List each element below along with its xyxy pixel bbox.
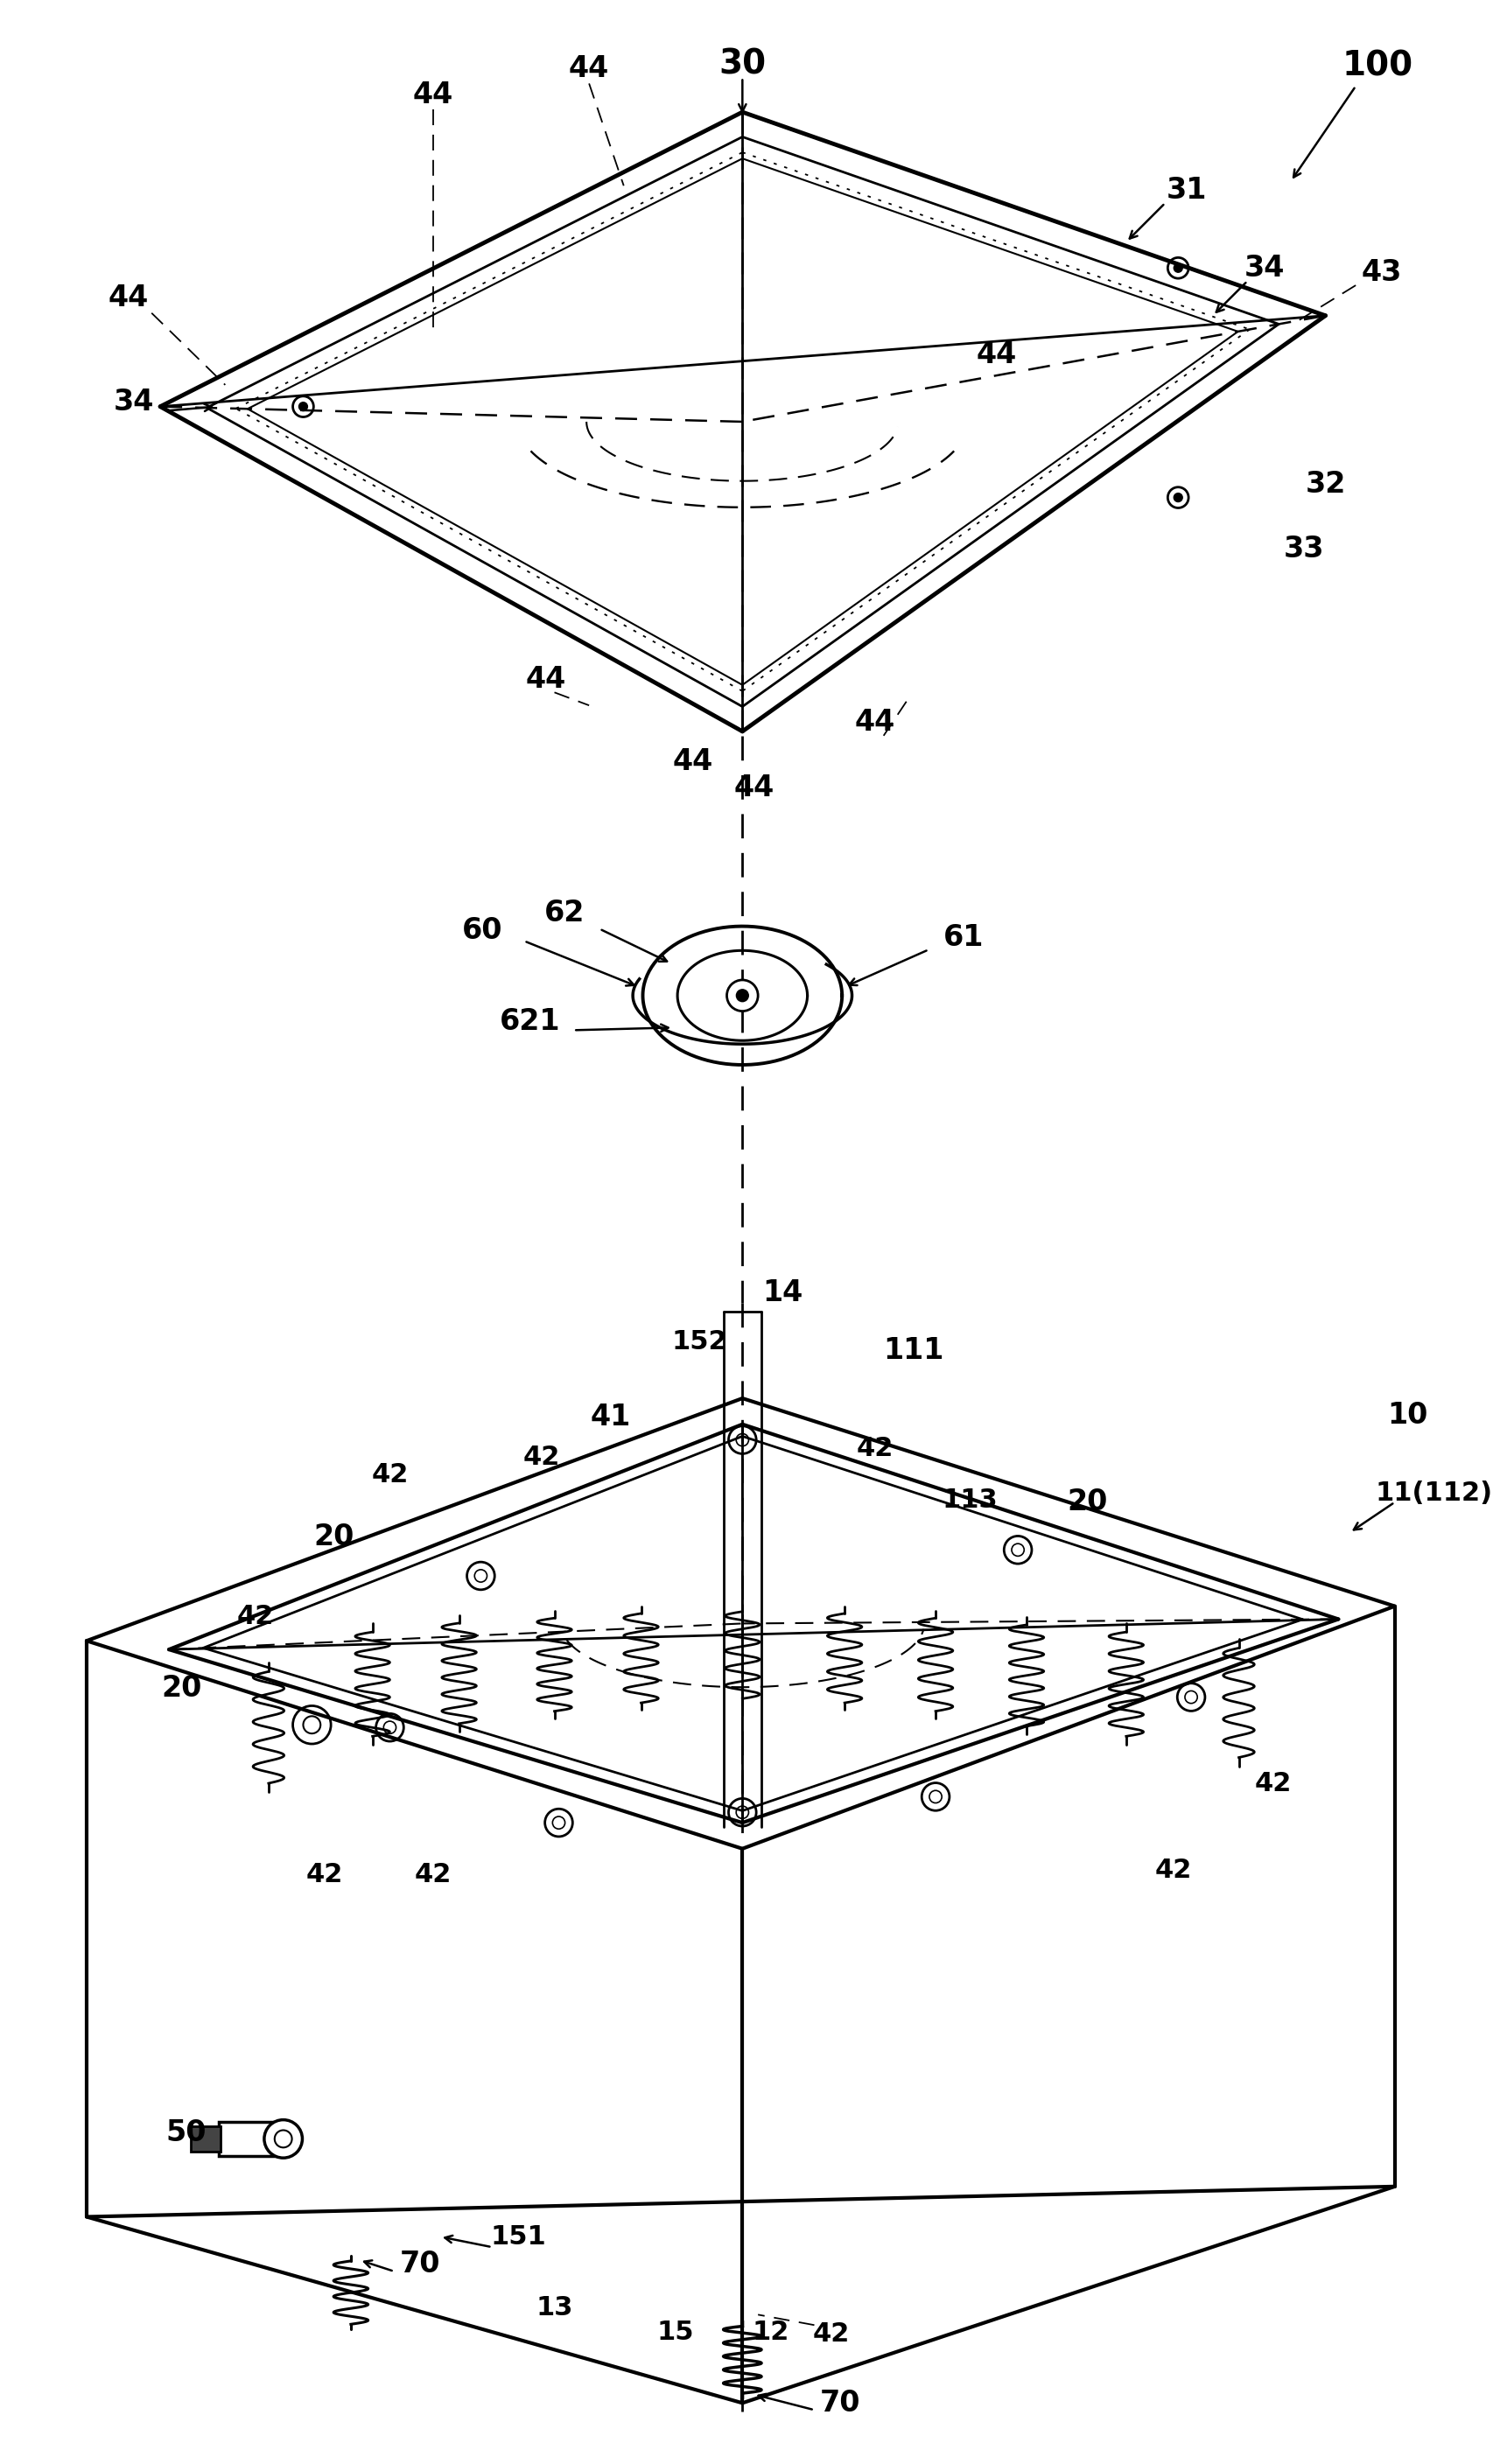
Text: 44: 44 [734,774,774,803]
Text: 43: 43 [1362,259,1403,286]
Text: 34: 34 [1245,254,1286,283]
Text: 33: 33 [1284,535,1324,564]
Text: 42: 42 [372,1461,408,1488]
Text: 42: 42 [1256,1772,1292,1796]
Text: 12: 12 [753,2319,789,2346]
Text: 15: 15 [657,2319,694,2346]
Text: 42: 42 [237,1604,274,1629]
Text: 20: 20 [162,1673,203,1703]
Circle shape [1175,264,1182,274]
Text: 20: 20 [1066,1488,1107,1518]
Text: 50: 50 [166,2119,207,2146]
Bar [190,2126,220,2151]
Circle shape [736,991,748,1000]
Text: 13: 13 [536,2294,573,2321]
Text: 42: 42 [414,1863,452,1887]
Text: 10: 10 [1388,1402,1428,1429]
Text: 44: 44 [568,54,609,84]
Text: 44: 44 [855,707,896,737]
Text: 30: 30 [718,47,766,81]
Text: 62: 62 [544,899,585,929]
Text: 70: 70 [821,2388,861,2417]
Text: 60: 60 [462,917,503,946]
Text: 621: 621 [500,1008,561,1035]
Text: 44: 44 [674,747,714,776]
Text: 151: 151 [491,2225,546,2250]
Text: 31: 31 [1167,175,1208,205]
Text: 41: 41 [591,1402,632,1432]
Text: 44: 44 [977,340,1017,370]
Text: 42: 42 [306,1863,344,1887]
Circle shape [298,402,307,411]
Text: 32: 32 [1305,471,1346,498]
Text: 42: 42 [813,2321,850,2346]
Text: 113: 113 [942,1488,998,1513]
Text: 11(112): 11(112) [1376,1481,1492,1506]
Text: 61: 61 [944,924,984,951]
Text: 20: 20 [314,1523,354,1552]
Text: 44: 44 [108,283,148,313]
Text: 34: 34 [114,387,154,416]
Text: 44: 44 [525,665,566,695]
Circle shape [1175,493,1182,503]
Bar [219,2122,280,2156]
Text: 100: 100 [1342,49,1413,84]
Circle shape [728,981,758,1010]
Text: 44: 44 [412,81,453,108]
Circle shape [264,2119,303,2158]
Text: 111: 111 [884,1335,945,1365]
Text: 70: 70 [401,2250,441,2279]
Text: 42: 42 [523,1444,560,1471]
Text: 42: 42 [1155,1858,1193,1882]
Text: 152: 152 [672,1328,728,1355]
Text: 14: 14 [762,1279,802,1306]
Text: 42: 42 [856,1437,894,1461]
